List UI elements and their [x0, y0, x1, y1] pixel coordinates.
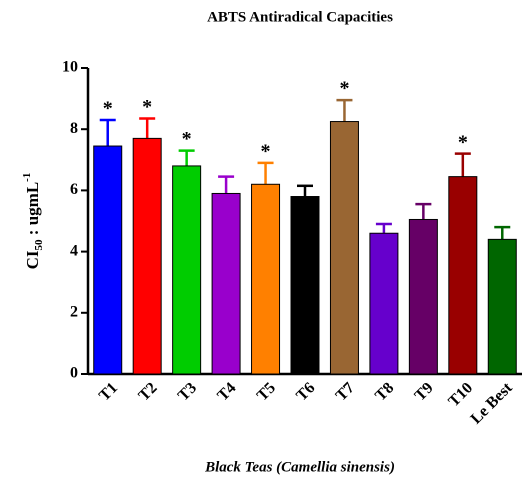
- x-tick-label: T7: [333, 379, 358, 404]
- bar: [448, 176, 478, 375]
- y-axis-label: CI50 : ugmL-1: [21, 173, 45, 270]
- bar: [132, 137, 162, 375]
- x-tick-label: Le Best: [468, 379, 517, 428]
- bar: [329, 121, 359, 375]
- x-tick-label: T4: [214, 379, 239, 404]
- annotation: *: [142, 96, 152, 118]
- y-label-part: : ugmL: [23, 182, 42, 240]
- x-tick-label: T2: [135, 379, 160, 404]
- bar: [369, 232, 399, 375]
- chart-title: ABTS Antiradical Capacities: [207, 9, 393, 25]
- x-tick-label: T3: [175, 379, 200, 404]
- x-tick-label: T5: [254, 379, 279, 404]
- y-tick-label: 2: [70, 303, 78, 320]
- x-tick-label: T1: [96, 379, 121, 404]
- bar: [408, 218, 438, 375]
- y-label-part: -1: [21, 173, 33, 182]
- annotation: *: [261, 140, 271, 162]
- y-tick-label: 0: [70, 365, 78, 382]
- bar: [172, 165, 202, 375]
- x-tick-label: T6: [293, 379, 318, 404]
- bar: [487, 238, 517, 375]
- y-tick-label: 8: [70, 120, 78, 137]
- bar: [211, 192, 241, 375]
- annotation: *: [182, 128, 192, 150]
- x-tick-label: T9: [412, 379, 437, 404]
- x-axis-label: Black Teas (Camellia sinensis): [204, 459, 395, 475]
- x-tick-label: T8: [372, 379, 397, 404]
- x-tick-label: T10: [445, 379, 476, 410]
- y-tick-label: 10: [62, 59, 78, 76]
- y-label-part: CI: [23, 250, 42, 269]
- annotation: *: [103, 98, 113, 120]
- annotation: *: [458, 131, 468, 153]
- y-tick-label: 4: [70, 242, 78, 259]
- bar: [251, 183, 281, 375]
- y-label-part: 50: [33, 239, 45, 251]
- annotation: *: [339, 78, 349, 100]
- y-tick-label: 6: [70, 181, 78, 198]
- bar: [93, 145, 123, 375]
- bar: [290, 196, 320, 375]
